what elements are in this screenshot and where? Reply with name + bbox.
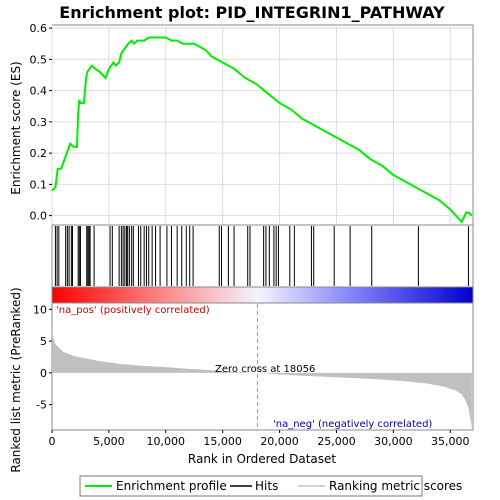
legend-metric-label: Ranking metric scores [329,479,462,493]
x-tick-label: 0 [49,435,56,448]
heat-bar-rect [51,286,474,304]
ranked-y-tick-label: 5 [40,335,47,348]
es-y-tick-label: 0.4 [30,85,48,98]
ranked-y-tick-label: 10 [33,303,47,316]
positive-correlation-label: 'na_pos' (positively correlated) [56,305,210,316]
x-tick-label: 35,000 [431,435,470,448]
negative-correlation-label: 'na_neg' (negatively correlated) [273,419,432,430]
es-gridlines [51,25,473,225]
x-tick-label: 5,000 [93,435,125,448]
ranked-x-ticks: 0 5,000 10,000 15,000 20,000 25,000 30,000 35,0… [49,430,470,448]
es-y-ticks: 0.0 0.1 0.2 0.3 0.4 0.5 0.6 [30,22,52,223]
es-y-tick-label: 0.3 [30,116,48,129]
legend-profile-label: Enrichment profile [116,479,227,493]
es-y-tick-label: 0.6 [30,22,48,35]
es-y-tick-label: 0.2 [30,147,48,160]
x-tick-label: 25,000 [317,435,356,448]
legend: Enrichment profile Hits Ranking metric s… [79,475,462,497]
ranked-y-tick-label: -5 [36,399,47,412]
es-y-tick-label: 0.0 [30,210,48,223]
x-tick-label: 15,000 [203,435,242,448]
chart-title: Enrichment plot: PID_INTEGRIN1_PATHWAY [59,3,445,22]
x-tick-label: 20,000 [260,435,299,448]
es-y-tick-label: 0.5 [30,53,48,66]
es-y-tick-label: 0.1 [30,178,48,191]
es-y-axis-label: Enrichment score (ES) [9,61,23,194]
x-tick-label: 10,000 [147,435,186,448]
ranked-y-axis-label: Ranked list metric (PreRanked) [9,287,23,472]
hit-marks [54,226,469,286]
x-tick-label: 30,000 [374,435,413,448]
hits-panel-frame [51,224,474,288]
zero-cross-label: Zero cross at 18056 [215,364,315,375]
x-axis-label: Rank in Ordered Dataset [188,452,336,466]
legend-hits-label: Hits [255,479,278,493]
ranking-heat-bar [51,286,474,304]
enrichment-profile-line [51,36,473,224]
es-panel-frame [51,24,474,226]
ranked-y-tick-label: 0 [40,367,47,380]
ranked-y-ticks: 10 5 0 -5 [33,303,52,412]
